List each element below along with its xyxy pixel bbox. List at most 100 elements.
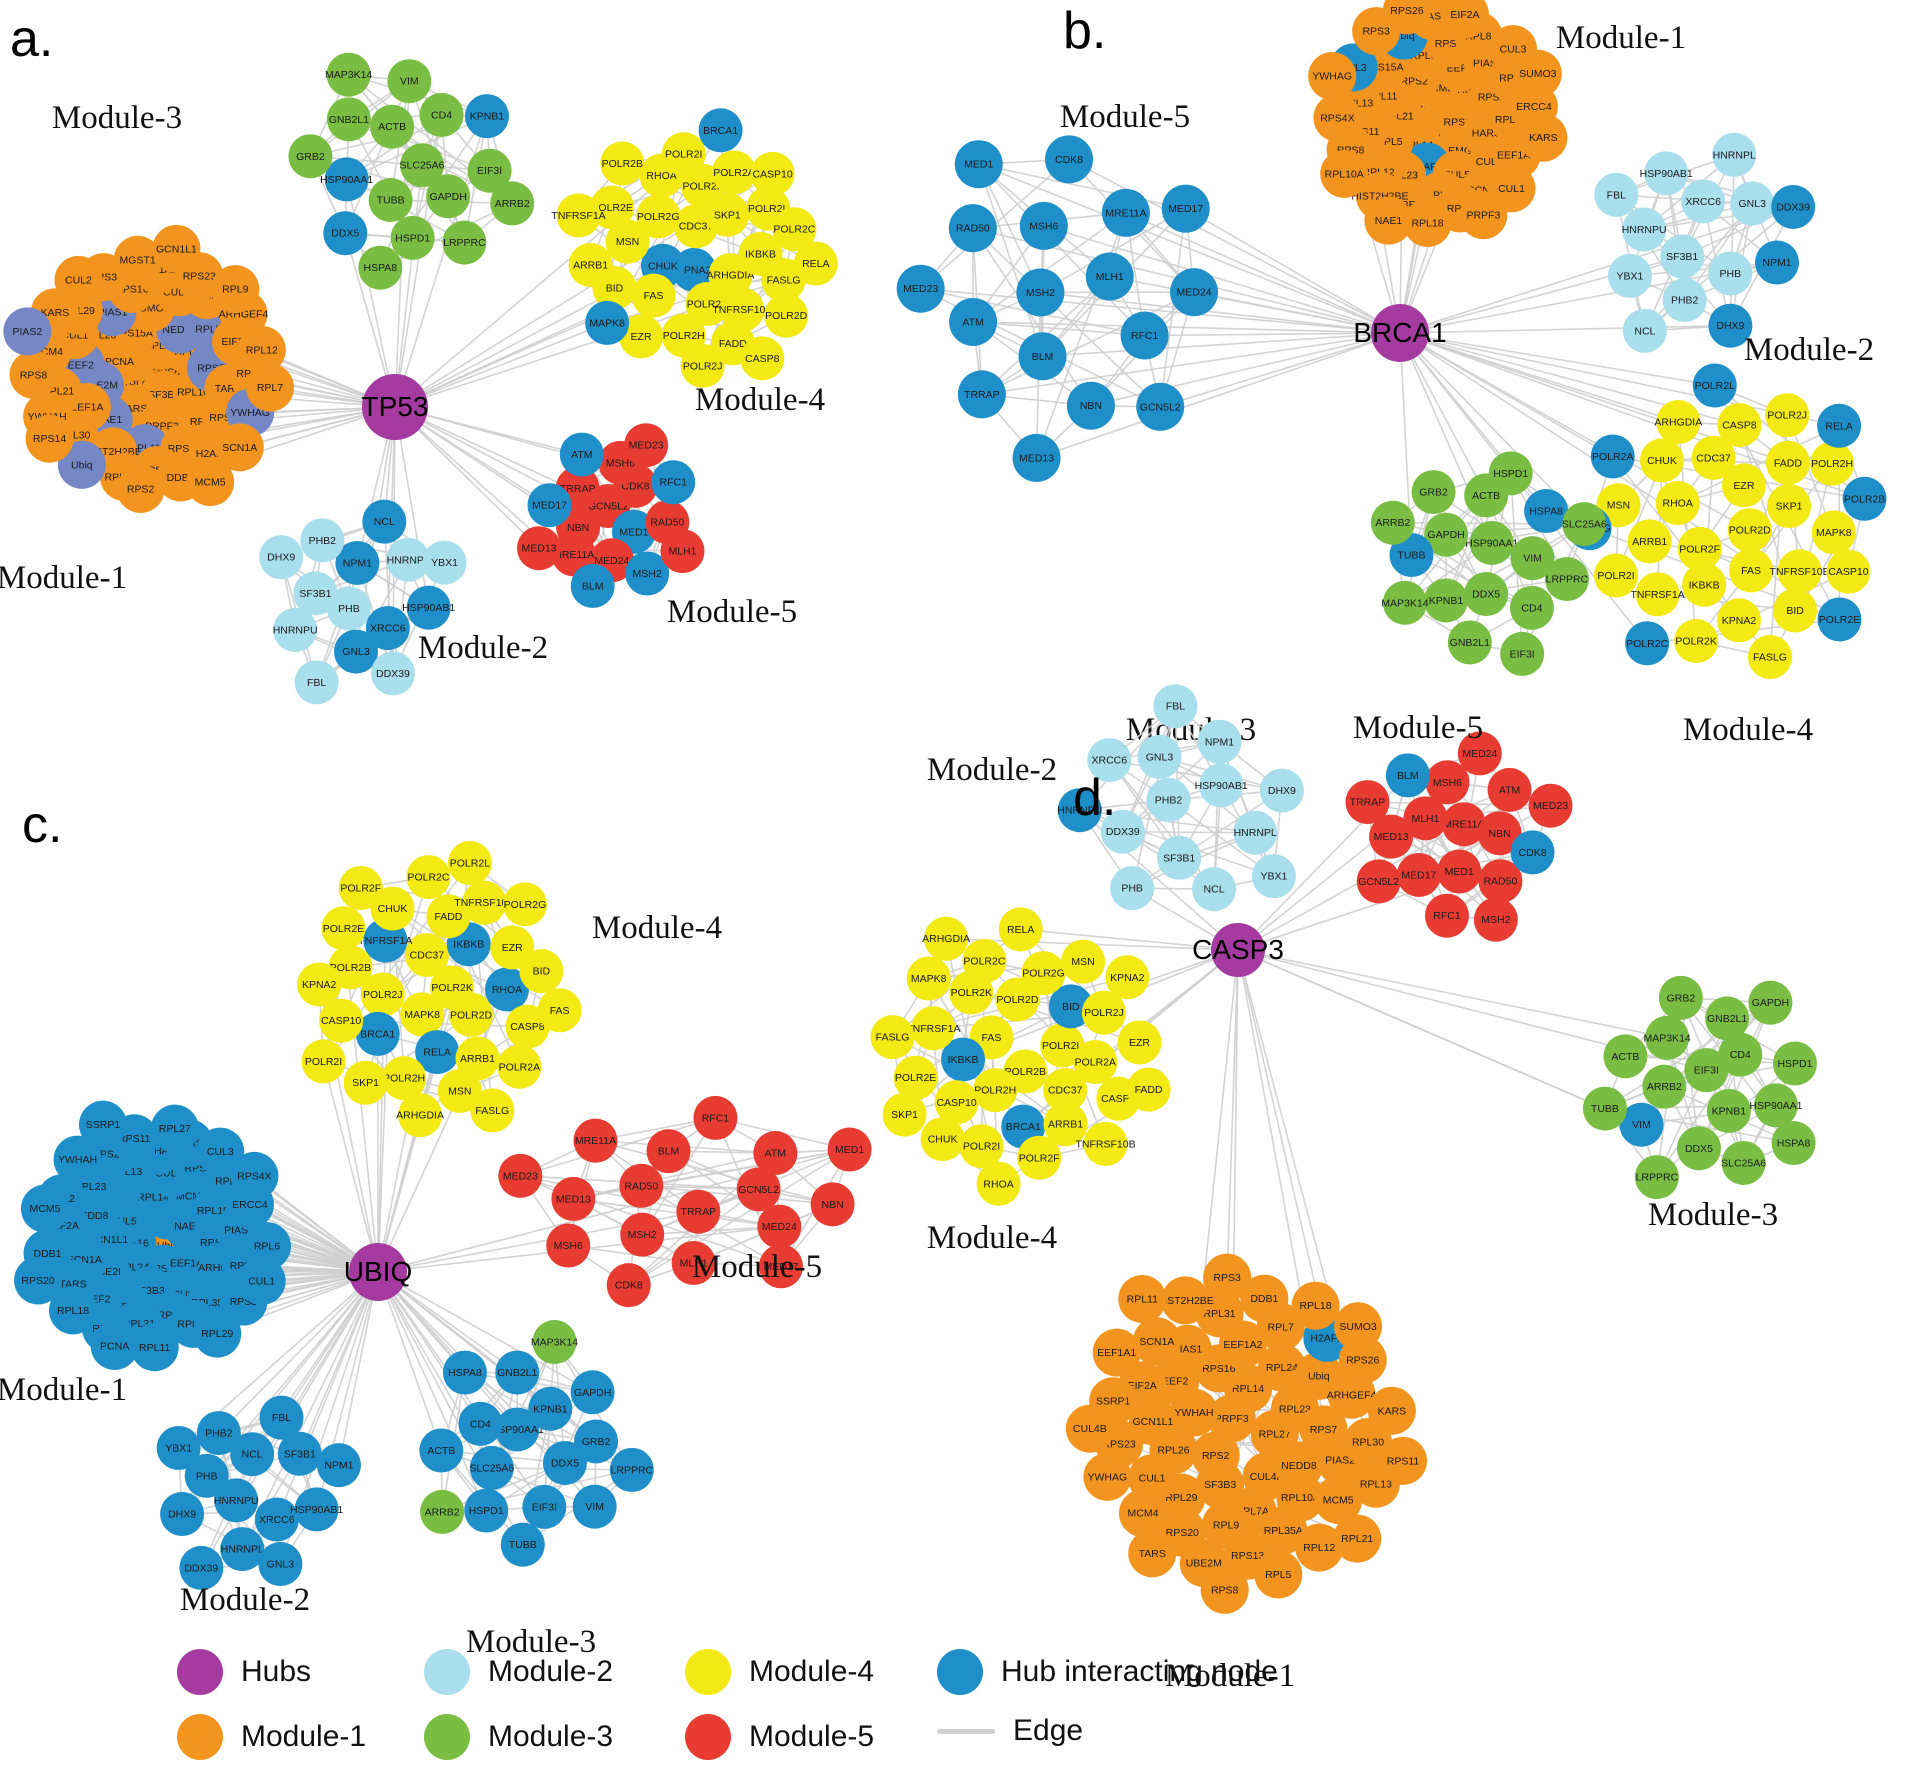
- node-label: POLR2I: [305, 1056, 342, 1068]
- node-label: POLR2H: [383, 1073, 425, 1085]
- node-label: ATM: [765, 1148, 786, 1160]
- node-label: CDC37: [679, 221, 714, 233]
- node-vim: VIM: [1510, 536, 1555, 581]
- node-cd4: CD4: [1718, 1032, 1763, 1077]
- node-arrb2: ARRB2: [1370, 500, 1415, 545]
- node-circle: [1513, 49, 1562, 98]
- node-label: TNFRSF10B: [712, 304, 772, 316]
- node-label: PHB: [1720, 268, 1742, 280]
- node-gcn5l2: GCN5L2: [1356, 859, 1401, 904]
- node-label: PHB2: [205, 1428, 233, 1440]
- node-med23: MED23: [1528, 783, 1573, 828]
- node-label: RELA: [1825, 420, 1852, 432]
- node-polr2a: POLR2A: [1590, 434, 1635, 479]
- node-cul4b: CUL4B: [1065, 1404, 1114, 1453]
- node-label: SF3B3: [1204, 1479, 1236, 1491]
- node-circle: [619, 1163, 664, 1208]
- node-circle: [1424, 512, 1469, 557]
- node-circle: [1510, 536, 1555, 581]
- node-trrap: TRRAP: [957, 370, 1006, 419]
- node-mcm5: MCM5: [20, 1184, 69, 1233]
- node-casp10: CASP10: [319, 998, 364, 1043]
- node-label: CUL1: [1139, 1473, 1166, 1485]
- node-circle: [326, 586, 371, 631]
- node-label: TRRAP: [964, 389, 1000, 401]
- node-gcn5l2: GCN5L2: [1136, 382, 1185, 431]
- edge: [1131, 789, 1283, 889]
- node-label: SKP1: [352, 1077, 379, 1089]
- node-label: RHOA: [1663, 498, 1693, 510]
- node-circle: [1136, 382, 1185, 431]
- node-tubb: TUBB: [368, 178, 413, 223]
- node-circle: [1469, 520, 1514, 565]
- node-label: SF3B1: [284, 1448, 316, 1460]
- node-gapdh: GAPDH: [426, 174, 471, 219]
- node-skp1: SKP1: [882, 1092, 927, 1137]
- node-gapdh: GAPDH: [1424, 512, 1469, 557]
- node-ddb1: DDB1: [1240, 1274, 1289, 1323]
- node-lrpprc: LRPPRC: [609, 1447, 654, 1492]
- node-label: RPL10A: [1325, 168, 1364, 180]
- node-med1: MED1: [827, 1127, 872, 1172]
- node-label: MAPK8: [404, 1009, 440, 1021]
- hub-edge: [299, 1271, 379, 1455]
- node-label: MSN: [1607, 500, 1630, 512]
- node-kpnb1: KPNB1: [528, 1386, 573, 1431]
- node-label: EIF3I: [1510, 648, 1535, 660]
- node-blm: BLM: [1385, 753, 1430, 798]
- node-label: POLR2I: [963, 1141, 1000, 1153]
- node-circle: [1257, 1343, 1306, 1392]
- node-ddx5: DDX5: [1464, 572, 1509, 617]
- node-label: MSN: [448, 1085, 471, 1097]
- node-label: KPNB1: [1712, 1105, 1747, 1117]
- node-circle: [1625, 621, 1670, 666]
- module-label-b-module-1: Module-1: [1556, 20, 1686, 56]
- node-label: MAPK8: [1816, 527, 1852, 539]
- node-ddx39: DDX39: [1771, 184, 1816, 229]
- node-circle: [1524, 489, 1569, 534]
- node-circle: [1423, 578, 1468, 623]
- node-arhgdia: ARHGDIA: [922, 916, 970, 961]
- node-circle: [1708, 251, 1753, 296]
- node-label: GRB2: [1419, 487, 1448, 499]
- node-label: POLR2B: [330, 962, 371, 974]
- node-circle: [1459, 191, 1508, 240]
- node-rpl35a: RPL35A: [1259, 1506, 1308, 1555]
- hub-edge: [973, 321, 1401, 334]
- node-label: POLR2D: [765, 310, 807, 322]
- node-rps11: RPS11: [1379, 1436, 1428, 1485]
- node-trrap: TRRAP: [1345, 780, 1390, 825]
- node-circle: [1765, 393, 1810, 438]
- node-circle: [1367, 1386, 1416, 1435]
- node-label: RPS14: [33, 433, 66, 445]
- node-label: POLR2L: [748, 203, 788, 215]
- node-circle: [542, 1440, 587, 1485]
- node-ddx39: DDX39: [370, 651, 415, 696]
- node-circle: [1083, 1121, 1128, 1166]
- node-circle: [406, 855, 451, 900]
- node-circle: [437, 1068, 482, 1113]
- module-label-d-module-5: Module-5: [1353, 710, 1483, 746]
- node-msh6: MSH6: [546, 1223, 591, 1268]
- node-label: HSPA8: [1777, 1138, 1811, 1150]
- node-hsp90aa1: HSP90AA1: [320, 157, 373, 202]
- node-circle: [458, 1401, 503, 1446]
- node-gnl3: GNL3: [1730, 181, 1775, 226]
- node-label: LRPPRC: [1636, 1172, 1679, 1184]
- node-circle: [400, 143, 445, 188]
- node-rps4x: RPS4X: [1313, 93, 1362, 142]
- node-polr2c: POLR2C: [406, 855, 451, 900]
- edge: [972, 227, 1092, 407]
- node-cdc37: CDC37: [404, 933, 449, 978]
- node-label: SKP1: [1776, 501, 1803, 513]
- edge: [972, 212, 1127, 323]
- node-circle: [924, 916, 969, 961]
- hub-edge: [1043, 225, 1401, 334]
- node-label: ACTB: [1472, 490, 1500, 502]
- node-chuk: CHUK: [1639, 438, 1684, 483]
- node-hnrnpu: HNRNPU: [214, 1478, 259, 1523]
- node-phb: PHB: [1110, 866, 1155, 911]
- node-label: MED23: [503, 1170, 538, 1182]
- node-label: SF3B1: [299, 588, 331, 600]
- node-label: DHX9: [1268, 785, 1296, 797]
